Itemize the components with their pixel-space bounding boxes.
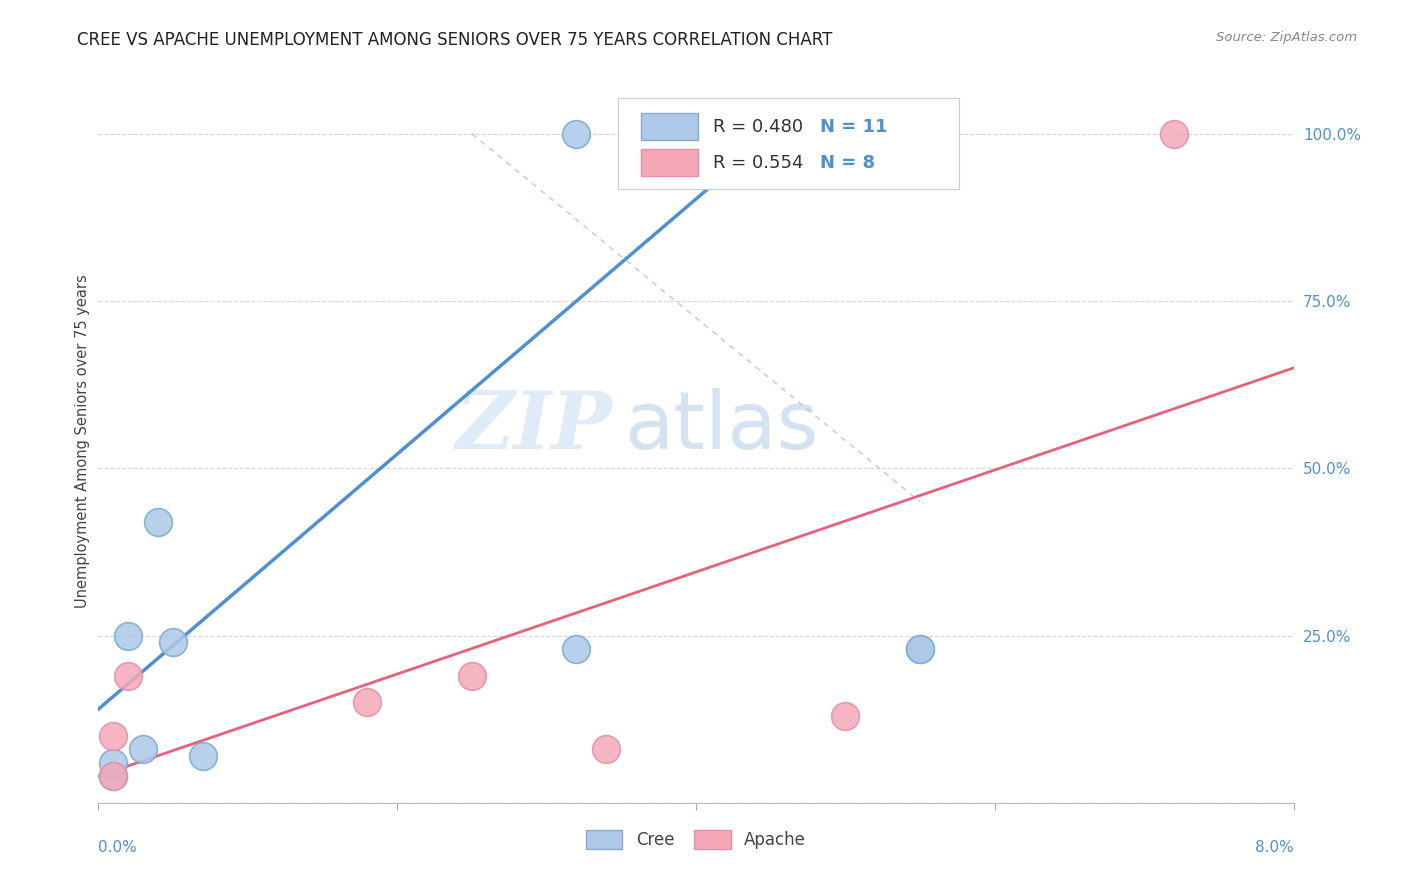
Point [834,708,856,723]
FancyBboxPatch shape [619,98,959,189]
Text: N = 11: N = 11 [820,118,887,136]
Text: Source: ZipAtlas.com: Source: ZipAtlas.com [1216,31,1357,45]
Point [162,635,184,649]
Text: ZIP: ZIP [456,388,613,466]
Point [565,642,588,657]
Point [132,742,155,756]
Point [908,642,931,657]
Text: N = 8: N = 8 [820,153,876,171]
Text: R = 0.480: R = 0.480 [713,118,803,136]
Point [908,642,931,657]
Point [461,669,484,683]
Point [356,696,378,710]
Point [103,756,125,770]
Y-axis label: Unemployment Among Seniors over 75 years: Unemployment Among Seniors over 75 years [75,275,90,608]
Text: atlas: atlas [624,388,818,467]
Point [103,729,125,743]
Legend: Cree, Apache: Cree, Apache [579,823,813,856]
Point [148,515,170,529]
Point [103,769,125,783]
Point [117,628,139,642]
Text: 8.0%: 8.0% [1254,839,1294,855]
Bar [641,112,699,140]
Point [565,127,588,141]
Text: 0.0%: 0.0% [98,839,138,855]
Point [117,669,139,683]
Point [595,742,617,756]
Point [191,749,214,764]
Point [1163,127,1185,141]
Bar [641,149,699,177]
Text: R = 0.554: R = 0.554 [713,153,803,171]
Point [103,769,125,783]
Text: CREE VS APACHE UNEMPLOYMENT AMONG SENIORS OVER 75 YEARS CORRELATION CHART: CREE VS APACHE UNEMPLOYMENT AMONG SENIOR… [77,31,832,49]
